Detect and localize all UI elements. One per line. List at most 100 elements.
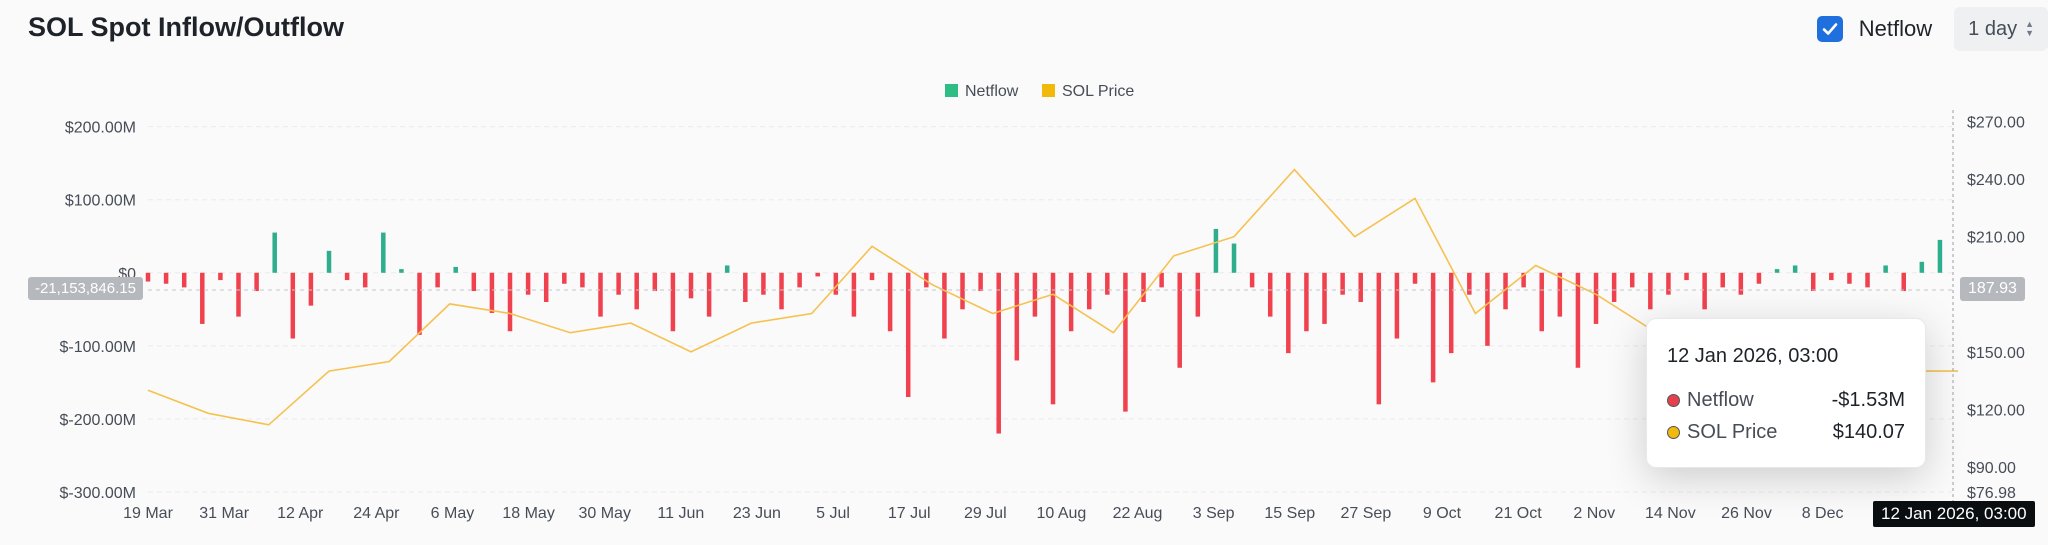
netflow-bar: [1611, 272, 1617, 302]
netflow-bar: [1485, 272, 1490, 346]
netflow-bar: [1702, 272, 1707, 310]
netflow-bar: [1901, 272, 1906, 292]
netflow-bar: [381, 232, 386, 273]
netflow-bar: [308, 272, 314, 306]
netflow-dot-icon: [1667, 394, 1680, 407]
netflow-bar: [344, 272, 350, 281]
netflow-bar: [399, 269, 404, 273]
netflow-bar: [1050, 272, 1056, 405]
x-tick-label: 14 Nov: [1645, 505, 1696, 522]
netflow-bar: [905, 272, 911, 397]
netflow-bar: [1467, 272, 1472, 295]
netflow-bar: [145, 272, 151, 282]
netflow-bar: [435, 272, 440, 288]
netflow-bar: [290, 272, 296, 339]
netflow-bar: [833, 272, 839, 295]
tooltip-date: 12 Jan 2026, 03:00: [1667, 345, 1839, 367]
x-tick-label: 26 Nov: [1721, 505, 1772, 522]
x-tick-label: 9 Oct: [1423, 505, 1462, 522]
y-left-tick-label: $-100.00M: [60, 339, 137, 356]
netflow-bar: [652, 272, 658, 292]
netflow-bar: [1340, 272, 1345, 295]
netflow-bar: [851, 272, 857, 317]
chevron-updown-icon: ▲ ▼: [2025, 19, 2034, 38]
netflow-bar: [598, 272, 603, 317]
netflow-bar: [688, 272, 694, 299]
tooltip-value: -$1.53M: [1831, 389, 1905, 411]
netflow-bar: [1213, 228, 1219, 273]
x-tick-label: 3 Sep: [1193, 505, 1235, 522]
netflow-bar: [1865, 272, 1870, 288]
tooltip-value: $140.07: [1832, 421, 1905, 443]
netflow-bar: [1557, 272, 1563, 317]
netflow-bar: [869, 272, 875, 281]
netflow-bar: [562, 272, 567, 284]
crosshair-right-value: 187.93: [1960, 277, 2025, 301]
x-tick-label: 10 Aug: [1037, 505, 1087, 522]
netflow-bar: [471, 272, 477, 292]
tooltip-label: SOL Price: [1687, 421, 1778, 443]
netflow-bar: [525, 272, 531, 295]
netflow-bar: [507, 272, 513, 332]
y-left-tick-label: $200.00M: [65, 120, 136, 137]
netflow-bar: [1195, 272, 1201, 317]
chart-controls: Netflow 1 day ▲ ▼: [1816, 6, 2048, 52]
netflow-bar: [254, 272, 259, 292]
y-right-tick-label: $90.00: [1967, 460, 2016, 477]
netflow-bar: [200, 272, 205, 324]
y-right-tick-label: $210.00: [1967, 230, 2025, 247]
interval-select[interactable]: 1 day ▲ ▼: [1954, 7, 2048, 51]
netflow-bar: [1684, 272, 1689, 281]
netflow-bar: [1883, 265, 1888, 273]
netflow-bar: [1376, 272, 1382, 405]
netflow-bar: [1448, 272, 1454, 354]
tooltip-row-netflow: Netflow -$1.53M: [1667, 389, 1905, 412]
netflow-bar: [942, 272, 947, 339]
netflow-bar: [743, 272, 748, 302]
netflow-bar: [670, 272, 676, 332]
x-tick-label: 19 Mar: [123, 505, 173, 522]
netflow-bar: [1937, 239, 1943, 273]
netflow-bar: [1159, 272, 1164, 288]
y-left-tick-label: $100.00M: [65, 193, 136, 210]
legend-price-label: SOL Price: [1062, 83, 1134, 100]
netflow-bar: [1648, 272, 1653, 310]
netflow-checkbox-label[interactable]: Netflow: [1858, 16, 1933, 41]
crosshair-left-value: -21,153,846.15: [28, 277, 143, 300]
netflow-bar: [1792, 265, 1798, 273]
crosshair-date-label: 12 Jan 2026, 03:00: [1873, 501, 2035, 527]
netflow-bar: [1847, 272, 1852, 284]
netflow-bar: [1521, 272, 1526, 288]
y-right-tick-label: $270.00: [1967, 115, 2025, 132]
netflow-checkbox[interactable]: [1816, 16, 1843, 42]
y-right-tick-label: $76.98: [1967, 485, 2016, 502]
y-right-tick-label: $150.00: [1967, 345, 2025, 362]
y-right-tick-label: $240.00: [1967, 172, 2025, 189]
netflow-bar: [218, 272, 223, 281]
netflow-bar: [1358, 272, 1363, 302]
tooltip-row-price: SOL Price $140.07: [1667, 421, 1905, 444]
netflow-bar: [326, 250, 332, 273]
netflow-bar: [1810, 272, 1816, 292]
netflow-bar: [1720, 272, 1725, 288]
netflow-bar: [417, 272, 422, 335]
netflow-bar: [616, 272, 621, 295]
x-tick-label: 11 Jun: [657, 505, 704, 522]
x-tick-label: 5 Jul: [816, 505, 850, 522]
netflow-bar: [1304, 272, 1309, 332]
netflow-bar: [1774, 269, 1780, 273]
netflow-bar: [489, 272, 495, 313]
netflow-bar: [1412, 272, 1418, 284]
netflow-bar: [1249, 272, 1255, 288]
x-tick-label: 24 Apr: [353, 505, 400, 522]
x-tick-label: 6 May: [431, 505, 475, 522]
netflow-bar: [236, 272, 241, 317]
netflow-bar: [724, 265, 730, 273]
x-tick-label: 23 Jun: [733, 505, 781, 522]
x-tick-label: 31 Mar: [199, 505, 249, 522]
legend-price-swatch: [1042, 84, 1055, 97]
x-tick-label: 21 Oct: [1495, 505, 1543, 522]
netflow-bar: [1068, 272, 1074, 332]
netflow-bar: [1032, 272, 1038, 317]
